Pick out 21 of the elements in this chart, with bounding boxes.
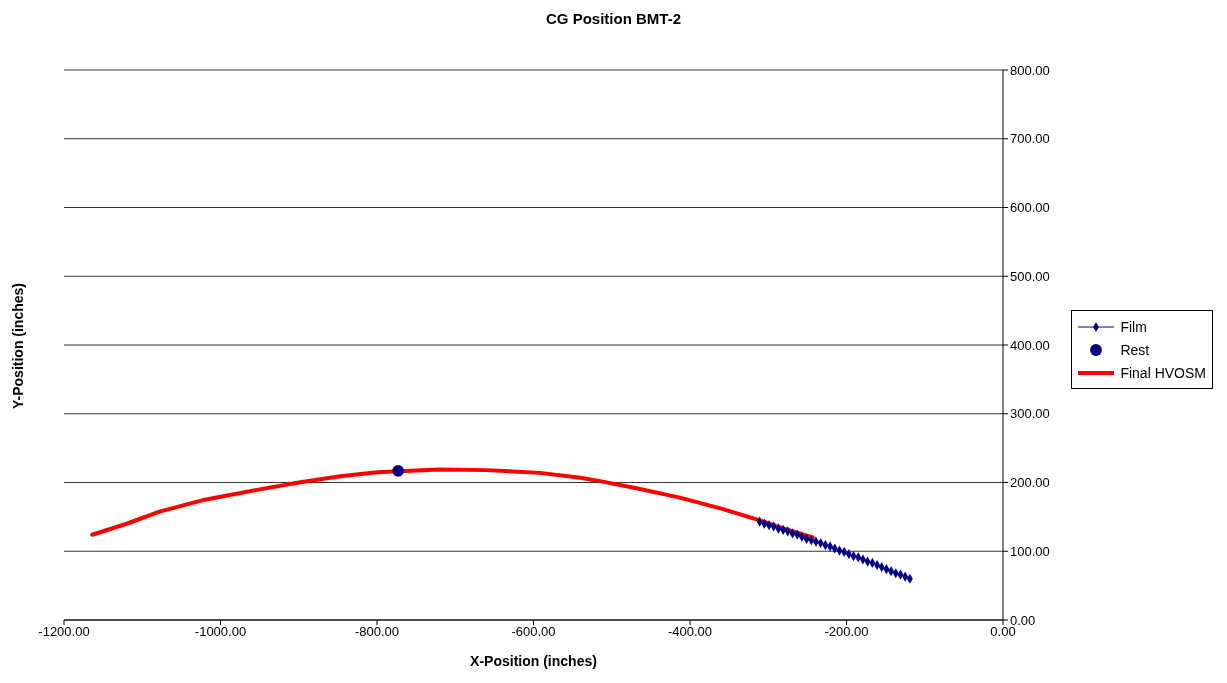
point (392, 464, 405, 477)
y-tick-label: 200.00 (1010, 475, 1050, 491)
x-tick-label: -200.00 (824, 624, 869, 640)
y-tick-label: 600.00 (1010, 200, 1050, 216)
y-tick-label: 800.00 (1010, 62, 1050, 78)
legend-label: Film (1120, 318, 1147, 335)
legend-label: Rest (1120, 341, 1150, 358)
legend-label: Final HVOSM (1120, 364, 1206, 381)
y-tick-label: 100.00 (1010, 543, 1050, 559)
y-axis-title: Y-Position (inches) (10, 282, 26, 411)
x-tick-label: -800.00 (354, 624, 400, 640)
y-tick-label: 300.00 (1010, 406, 1050, 422)
y-tick-label: 500.00 (1010, 268, 1050, 284)
x-tick-label: -1000.00 (194, 624, 247, 640)
y-tick-label: 400.00 (1010, 337, 1050, 353)
x-tick-label: -400.00 (667, 624, 713, 640)
x-tick-label: -1200.00 (38, 624, 90, 640)
chart-title: CG Position BMT-2 (545, 10, 682, 27)
x-axis-title: X-Position (inches) (469, 653, 598, 669)
x-tick-label: -600.00 (511, 624, 556, 640)
y-tick-label: 700.00 (1010, 131, 1050, 147)
